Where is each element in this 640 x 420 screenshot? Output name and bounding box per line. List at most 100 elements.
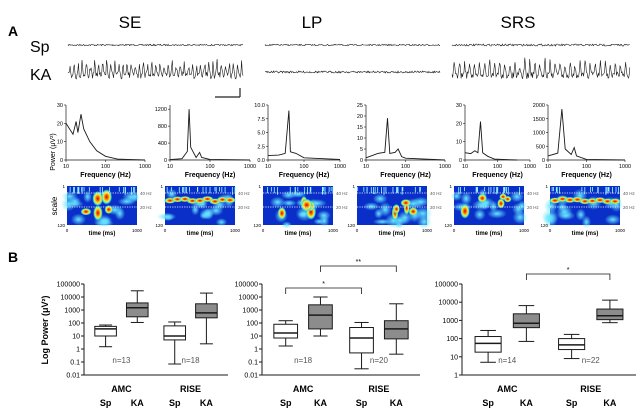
x-tick-label: 1000	[328, 228, 339, 233]
y-tick-label: 2000	[533, 103, 545, 109]
y-tick-label: 10.0	[254, 103, 265, 109]
y-tick-label: 15	[357, 125, 363, 131]
wavelet-frequency-label: 40 Hz	[336, 191, 349, 196]
significance-bracket	[320, 265, 397, 272]
group-label: RISE	[180, 384, 201, 394]
wavelet-spike-streak	[605, 187, 607, 194]
wavelet-spike-streak	[590, 187, 591, 193]
y-tick-label: 1000	[64, 308, 80, 315]
wavelet-spike-streak	[131, 187, 132, 195]
y-tick-label: 20	[456, 121, 462, 127]
wavelet-burst	[400, 199, 412, 207]
wavelet-plot-2: 40 Hz 20 Hz 1 1200 1000 time (ms)	[155, 184, 250, 237]
wavelet-spike-streak	[504, 187, 506, 192]
box-rise-ka	[195, 292, 218, 345]
spectrum-line	[65, 114, 146, 161]
x-tick-label: 0	[164, 228, 167, 233]
box-iqr	[94, 325, 117, 337]
wavelet-energy-spot	[581, 215, 592, 229]
wavelet-spike-streak	[366, 187, 368, 192]
wavelet-spike-streak	[310, 187, 311, 192]
wavelet-spike-streak	[215, 187, 217, 194]
wavelet-energy-spot	[509, 190, 524, 203]
wavelet-spike-streak	[397, 187, 399, 193]
x-tick-label: 0	[549, 228, 552, 233]
box-plot-panel-1: 0.01 0.1 1 10 100 1000 10000 100000 Sp KA Sp KA AMC n…	[57, 282, 228, 408]
sample-size-label: n=22	[582, 356, 601, 365]
eeg-trace-srs-ka	[451, 57, 631, 80]
y-tick-label: 2.5	[257, 144, 265, 150]
wavelet-energy-spot	[83, 190, 93, 203]
y-tick-label: 10000	[61, 295, 81, 302]
wavelet-spike-streak	[330, 187, 332, 192]
wavelet-spike-streak	[584, 187, 586, 195]
condition-label: Sp	[482, 398, 494, 408]
y-tick-label: 20	[57, 121, 63, 127]
spectrum-axes	[169, 105, 250, 161]
wavelet-spike-streak	[197, 187, 198, 192]
wavelet-spike-streak	[77, 187, 79, 194]
wavelet-energy-spot	[604, 214, 621, 225]
y-tick-label: 1	[254, 347, 258, 354]
spectrum-plot-lp-ka: 0 5 10 15 20 25 10 100 1000 Frequency (Hz)	[357, 103, 451, 179]
condition-label: Sp	[100, 398, 112, 408]
wavelet-spike-streak	[182, 187, 183, 192]
x-tick-label: 1000	[422, 228, 433, 233]
y-tick-label: 10	[250, 334, 258, 341]
wavelet-spike-streak	[221, 187, 223, 193]
wavelet-frequency-label: 40 Hz	[527, 191, 540, 196]
wavelet-spike-streak	[224, 187, 226, 194]
wavelet-spike-streak	[370, 187, 372, 194]
y-tick-label: 1	[352, 184, 355, 189]
wavelet-spike-streak	[581, 187, 583, 192]
spectrum-axes	[464, 105, 530, 161]
wavelet-spike-streak	[307, 187, 308, 195]
y-tick-label: 100000	[235, 282, 258, 289]
x-axis-label: time (ms)	[187, 231, 214, 237]
spectrum-plot-srs-ka: 0 500 1000 1500 2000 10 100 1000 Frequency (Hz)	[533, 103, 631, 179]
wavelet-energy-spot	[416, 214, 432, 230]
y-tick-label: 30	[456, 103, 462, 109]
wavelet-spike-streak	[234, 187, 236, 194]
y-tick-label: 0.0	[257, 158, 265, 164]
wavelet-spike-streak	[125, 187, 126, 193]
wavelet-spike-streak	[402, 187, 404, 192]
y-tick-label: 10	[456, 140, 462, 146]
wavelet-spike-streak	[184, 187, 186, 194]
wavelet-spike-streak	[205, 187, 207, 194]
x-tick-label: 1000	[439, 164, 451, 170]
wavelet-frequency-label: 20 Hz	[140, 205, 153, 210]
x-axis-label: time (ms)	[285, 231, 312, 237]
y-tick-label: 10000	[239, 295, 259, 302]
wavelet-burst	[497, 198, 505, 209]
wavelet-burst	[80, 208, 92, 216]
box-amc-sp	[94, 324, 117, 348]
wavelet-spike-streak	[493, 187, 495, 194]
wavelet-spike-streak	[556, 187, 558, 193]
wavelet-spike-streak	[133, 187, 135, 193]
y-tick-label: 120	[57, 223, 65, 228]
eeg-trace-lp-sp	[264, 43, 441, 47]
y-tick-label: 30	[57, 103, 63, 109]
spectrum-plot-se-ka: 0 400 800 1200 10 100 1000 Frequency (Hz)	[155, 105, 256, 179]
wavelet-spike-streak	[420, 187, 421, 192]
wavelet-spike-streak	[304, 187, 306, 194]
group-label: AMC	[293, 384, 314, 394]
x-axis-label: time (ms)	[379, 231, 406, 237]
spectrum-line	[547, 109, 626, 161]
condition-label: KA	[200, 398, 213, 408]
y-tick-label: 500	[536, 144, 545, 150]
box-amc-sp	[273, 320, 299, 347]
x-tick-label: 10	[167, 164, 173, 170]
y-tick-label: 1500	[533, 117, 545, 123]
condition-label: KA	[390, 398, 403, 408]
wavelet-spike-streak	[73, 187, 74, 194]
condition-label: KA	[603, 398, 616, 408]
box-amc-sp	[474, 329, 502, 363]
x-tick-label: 10	[462, 164, 468, 170]
